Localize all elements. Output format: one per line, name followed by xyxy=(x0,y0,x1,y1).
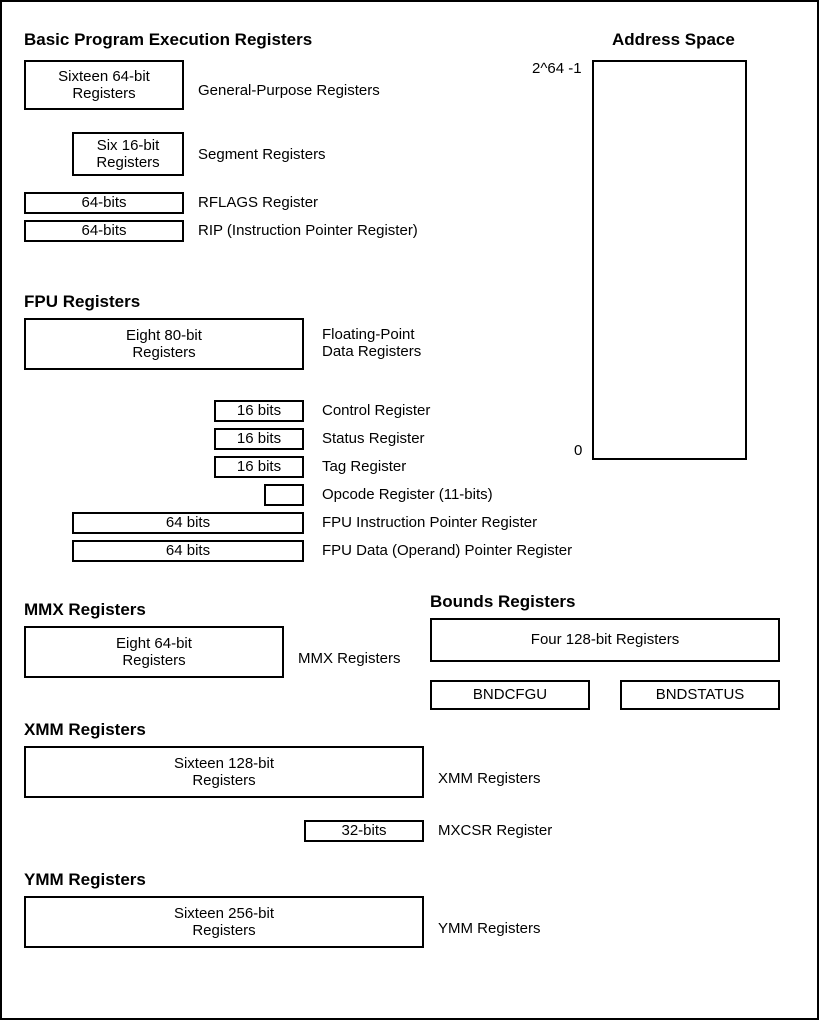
box-rip: 64-bits xyxy=(24,220,184,242)
label-fpu-tag: Tag Register xyxy=(322,458,406,475)
label-gp-registers: General-Purpose Registers xyxy=(198,82,380,99)
label-segment-registers: Segment Registers xyxy=(198,146,326,163)
box-fpu-fdp: 64 bits xyxy=(72,540,304,562)
box-fpu-opcode xyxy=(264,484,304,506)
box-fpu-data: Eight 80-bit Registers xyxy=(24,318,304,370)
box-fpu-tag: 16 bits xyxy=(214,456,304,478)
heading-mmx: MMX Registers xyxy=(24,600,146,620)
box-address-space xyxy=(592,60,747,460)
heading-address-space: Address Space xyxy=(612,30,735,50)
diagram-frame: Basic Program Execution Registers Sixtee… xyxy=(0,0,819,1020)
label-ymm: YMM Registers xyxy=(438,920,541,937)
label-rip: RIP (Instruction Pointer Register) xyxy=(198,222,418,239)
box-bounds-main: Four 128-bit Registers xyxy=(430,618,780,662)
box-fpu-control: 16 bits xyxy=(214,400,304,422)
label-fpu-fdp: FPU Data (Operand) Pointer Register xyxy=(322,542,572,559)
heading-basic: Basic Program Execution Registers xyxy=(24,30,312,50)
heading-ymm: YMM Registers xyxy=(24,870,146,890)
label-xmm: XMM Registers xyxy=(438,770,541,787)
box-mxcsr: 32-bits xyxy=(304,820,424,842)
label-addr-top: 2^64 -1 xyxy=(532,60,582,77)
label-mxcsr: MXCSR Register xyxy=(438,822,552,839)
box-fpu-fip: 64 bits xyxy=(72,512,304,534)
label-fpu-data: Floating-Point Data Registers xyxy=(322,326,421,361)
label-fpu-control: Control Register xyxy=(322,402,430,419)
label-addr-bottom: 0 xyxy=(574,442,582,459)
heading-xmm: XMM Registers xyxy=(24,720,146,740)
box-gp-registers: Sixteen 64-bit Registers xyxy=(24,60,184,110)
box-xmm: Sixteen 128-bit Registers xyxy=(24,746,424,798)
heading-fpu: FPU Registers xyxy=(24,292,140,312)
box-segment-registers: Six 16-bit Registers xyxy=(72,132,184,176)
heading-bounds: Bounds Registers xyxy=(430,592,575,612)
box-fpu-status: 16 bits xyxy=(214,428,304,450)
box-bndstatus: BNDSTATUS xyxy=(620,680,780,710)
label-fpu-fip: FPU Instruction Pointer Register xyxy=(322,514,537,531)
box-rflags: 64-bits xyxy=(24,192,184,214)
label-rflags: RFLAGS Register xyxy=(198,194,318,211)
label-fpu-status: Status Register xyxy=(322,430,425,447)
label-mmx: MMX Registers xyxy=(298,650,401,667)
box-bndcfgu: BNDCFGU xyxy=(430,680,590,710)
label-fpu-opcode: Opcode Register (11-bits) xyxy=(322,486,493,503)
box-mmx: Eight 64-bit Registers xyxy=(24,626,284,678)
box-ymm: Sixteen 256-bit Registers xyxy=(24,896,424,948)
